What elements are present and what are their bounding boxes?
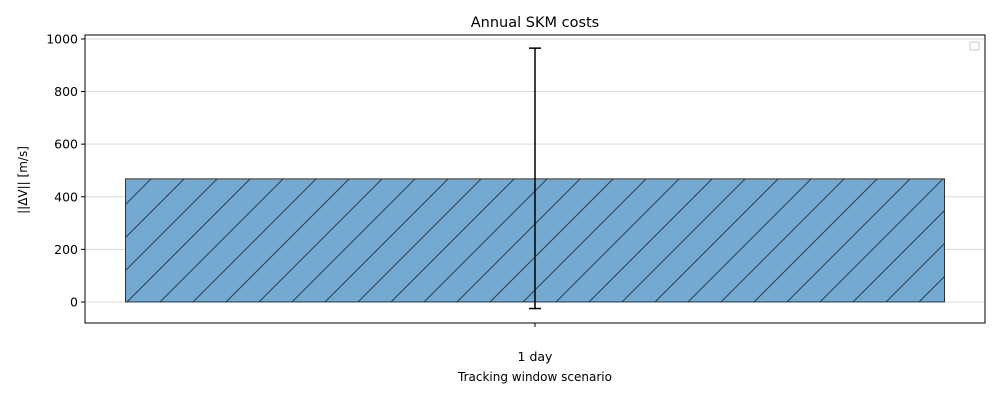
x-axis: 1 day (518, 323, 554, 364)
y-tick-label: 0 (70, 294, 78, 309)
legend-box (969, 41, 980, 51)
x-axis-label: Tracking window scenario (457, 370, 612, 384)
error-bars (529, 47, 541, 310)
x-tick-label: 1 day (518, 349, 554, 364)
y-axis: 0 200 400 600 800 1000 (46, 31, 85, 309)
y-tick-label: 200 (54, 242, 78, 257)
chart-title: Annual SKM costs (471, 15, 599, 31)
y-tick-label: 600 (54, 137, 78, 152)
y-tick-label: 800 (54, 84, 78, 99)
y-axis-label: ||ΔV|| [m/s] (16, 146, 30, 214)
y-tick-label: 1000 (46, 31, 78, 46)
y-tick-label: 400 (54, 189, 78, 204)
